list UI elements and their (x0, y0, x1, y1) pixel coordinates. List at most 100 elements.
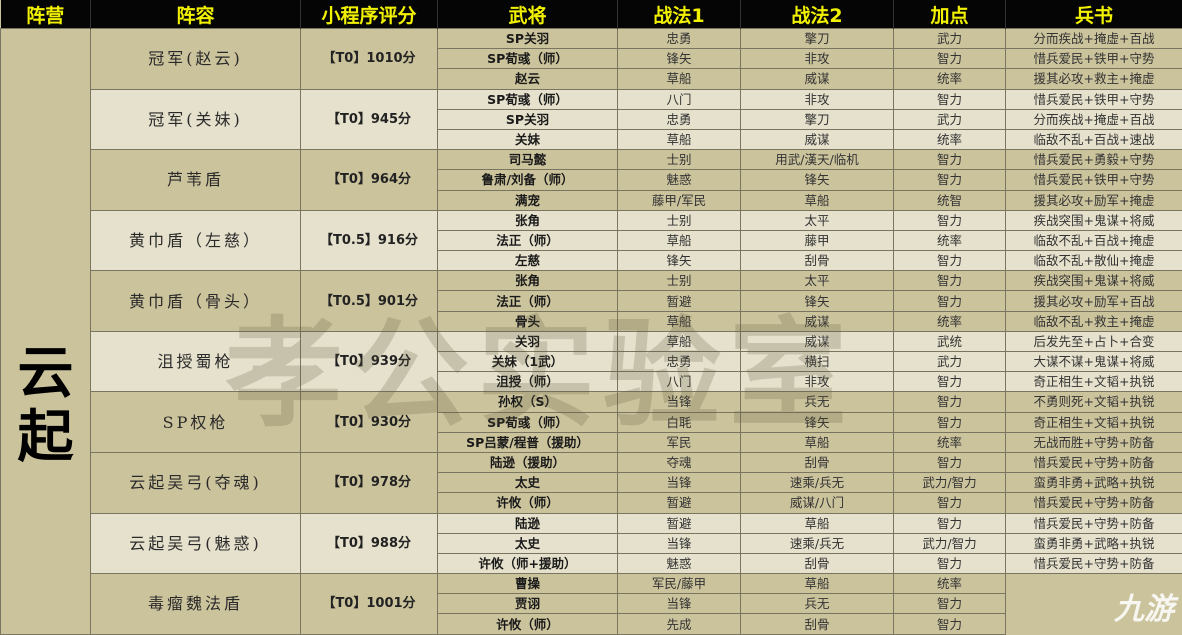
points-cell: 智力 (894, 513, 1006, 533)
general-cell: 太史 (438, 533, 618, 553)
tactic1-cell: 八门 (618, 89, 741, 109)
lineup-score: 【T0】978分 (301, 452, 438, 513)
tactic2-cell: 用武/漢天/临机 (741, 150, 894, 170)
tactic1-cell: 草船 (618, 331, 741, 351)
lineup-score: 【T0.5】901分 (301, 271, 438, 332)
general-cell: SP吕蒙/程普（援助） (438, 432, 618, 452)
points-cell: 武力 (894, 29, 1006, 49)
points-cell: 统率 (894, 69, 1006, 89)
tactic2-cell: 太平 (741, 210, 894, 230)
general-cell: SP荀彧（师） (438, 49, 618, 69)
general-cell: 许攸（师+援助） (438, 553, 618, 573)
tactic2-cell: 藤甲 (741, 230, 894, 250)
tactic1-cell: 忠勇 (618, 352, 741, 372)
general-cell: 法正（师） (438, 291, 618, 311)
points-cell: 智力 (894, 412, 1006, 432)
lineup-name: 毒瘤魏法盾 (91, 574, 301, 635)
tactic2-cell: 草船 (741, 432, 894, 452)
points-cell: 智力 (894, 49, 1006, 69)
general-cell: SP关羽 (438, 29, 618, 49)
military-book-cell: 惜兵爱民+守势+防备 (1006, 553, 1182, 573)
general-cell: 张角 (438, 210, 618, 230)
military-book-cell: 惜兵爱民+铁甲+守势 (1006, 49, 1182, 69)
military-book-cell: 无战而胜+守势+防备 (1006, 432, 1182, 452)
tactic2-cell: 非攻 (741, 49, 894, 69)
tactic2-cell: 兵无 (741, 392, 894, 412)
points-cell: 智力 (894, 251, 1006, 271)
table-row: 沮授蜀枪【T0】939分关羽草船威谋武统后发先至+占卜+合变 (1, 331, 1182, 351)
general-cell: 沮授（师） (438, 372, 618, 392)
tactic2-cell: 锋矢 (741, 291, 894, 311)
tactic2-cell: 威谋 (741, 129, 894, 149)
general-cell: 关羽 (438, 331, 618, 351)
header-tactic1: 战法1 (618, 0, 741, 29)
general-cell: 孙权（S） (438, 392, 618, 412)
general-cell: 关妹 (438, 129, 618, 149)
lineup-name: SP权枪 (91, 392, 301, 453)
tactic2-cell: 锋矢 (741, 412, 894, 432)
points-cell: 武力 (894, 352, 1006, 372)
table-row: 云起吴弓(夺魂)【T0】978分陆逊（援助）夺魂刮骨智力惜兵爱民+守势+防备 (1, 452, 1182, 472)
lineup-name: 冠军(关妹) (91, 89, 301, 150)
military-book-cell: 惜兵爱民+铁甲+守势 (1006, 89, 1182, 109)
tactic2-cell: 刮骨 (741, 452, 894, 472)
tactic1-cell: 忠勇 (618, 29, 741, 49)
tactic2-cell: 擎刀 (741, 29, 894, 49)
military-book-cell: 大谋不谋+鬼谋+将威 (1006, 352, 1182, 372)
military-book-cell: 惜兵爱民+守势+防备 (1006, 513, 1182, 533)
header-score: 小程序评分 (301, 0, 438, 29)
tactic2-cell: 威谋 (741, 311, 894, 331)
general-cell: 关妹（1武） (438, 352, 618, 372)
tactic1-cell: 草船 (618, 69, 741, 89)
military-book-cell: 惜兵爱民+守势+防备 (1006, 493, 1182, 513)
tactic1-cell: 草船 (618, 129, 741, 149)
lineup-score: 【T0】930分 (301, 392, 438, 453)
tactic1-cell: 魅惑 (618, 553, 741, 573)
tactic2-cell: 锋矢 (741, 170, 894, 190)
tactic1-cell: 士别 (618, 271, 741, 291)
general-cell: 鲁肃/刘备（师） (438, 170, 618, 190)
points-cell: 智力 (894, 372, 1006, 392)
military-book-cell: 援其必攻+励军+百战 (1006, 291, 1182, 311)
points-cell: 智力 (894, 291, 1006, 311)
table-row: 黄巾盾（骨头）【T0.5】901分张角士别太平智力疾战突围+鬼谋+将威 (1, 271, 1182, 291)
points-cell: 统智 (894, 190, 1006, 210)
general-cell: 司马懿 (438, 150, 618, 170)
lineup-score: 【T0】945分 (301, 89, 438, 150)
military-book-cell: 蛮勇非勇+武略+执锐 (1006, 473, 1182, 493)
general-cell: 左慈 (438, 251, 618, 271)
points-cell: 武力 (894, 109, 1006, 129)
military-book-cell: 惜兵爱民+铁甲+守势 (1006, 170, 1182, 190)
points-cell: 智力 (894, 210, 1006, 230)
points-cell: 武统 (894, 331, 1006, 351)
lineup-score: 【T0】988分 (301, 513, 438, 574)
points-cell: 武力/智力 (894, 473, 1006, 493)
tactic1-cell: 魅惑 (618, 170, 741, 190)
points-cell: 统率 (894, 432, 1006, 452)
lineup-name: 冠军(赵云) (91, 29, 301, 90)
table-row: 毒瘤魏法盾【T0】1001分曹操军民/藤甲草船统率 (1, 574, 1182, 594)
military-book-cell: 分而疾战+掩虚+百战 (1006, 29, 1182, 49)
tactic1-cell: 锋矢 (618, 251, 741, 271)
faction-cell: 云起 (1, 29, 91, 635)
tactic2-cell: 威谋 (741, 331, 894, 351)
points-cell: 统率 (894, 311, 1006, 331)
lineup-score: 【T0】939分 (301, 331, 438, 392)
tactic2-cell: 威谋 (741, 69, 894, 89)
tactic1-cell: 先成 (618, 614, 741, 634)
tactic1-cell: 草船 (618, 311, 741, 331)
tactic2-cell: 刮骨 (741, 614, 894, 634)
points-cell: 智力 (894, 170, 1006, 190)
points-cell: 智力 (894, 614, 1006, 634)
general-cell: 太史 (438, 473, 618, 493)
military-book-cell: 蛮勇非勇+武略+执锐 (1006, 533, 1182, 553)
lineup-name: 黄巾盾（骨头） (91, 271, 301, 332)
points-cell: 智力 (894, 594, 1006, 614)
tactic2-cell: 太平 (741, 271, 894, 291)
tactic1-cell: 当锋 (618, 473, 741, 493)
points-cell: 武力/智力 (894, 533, 1006, 553)
lineup-score: 【T0】1001分 (301, 574, 438, 635)
tactic2-cell: 刮骨 (741, 251, 894, 271)
